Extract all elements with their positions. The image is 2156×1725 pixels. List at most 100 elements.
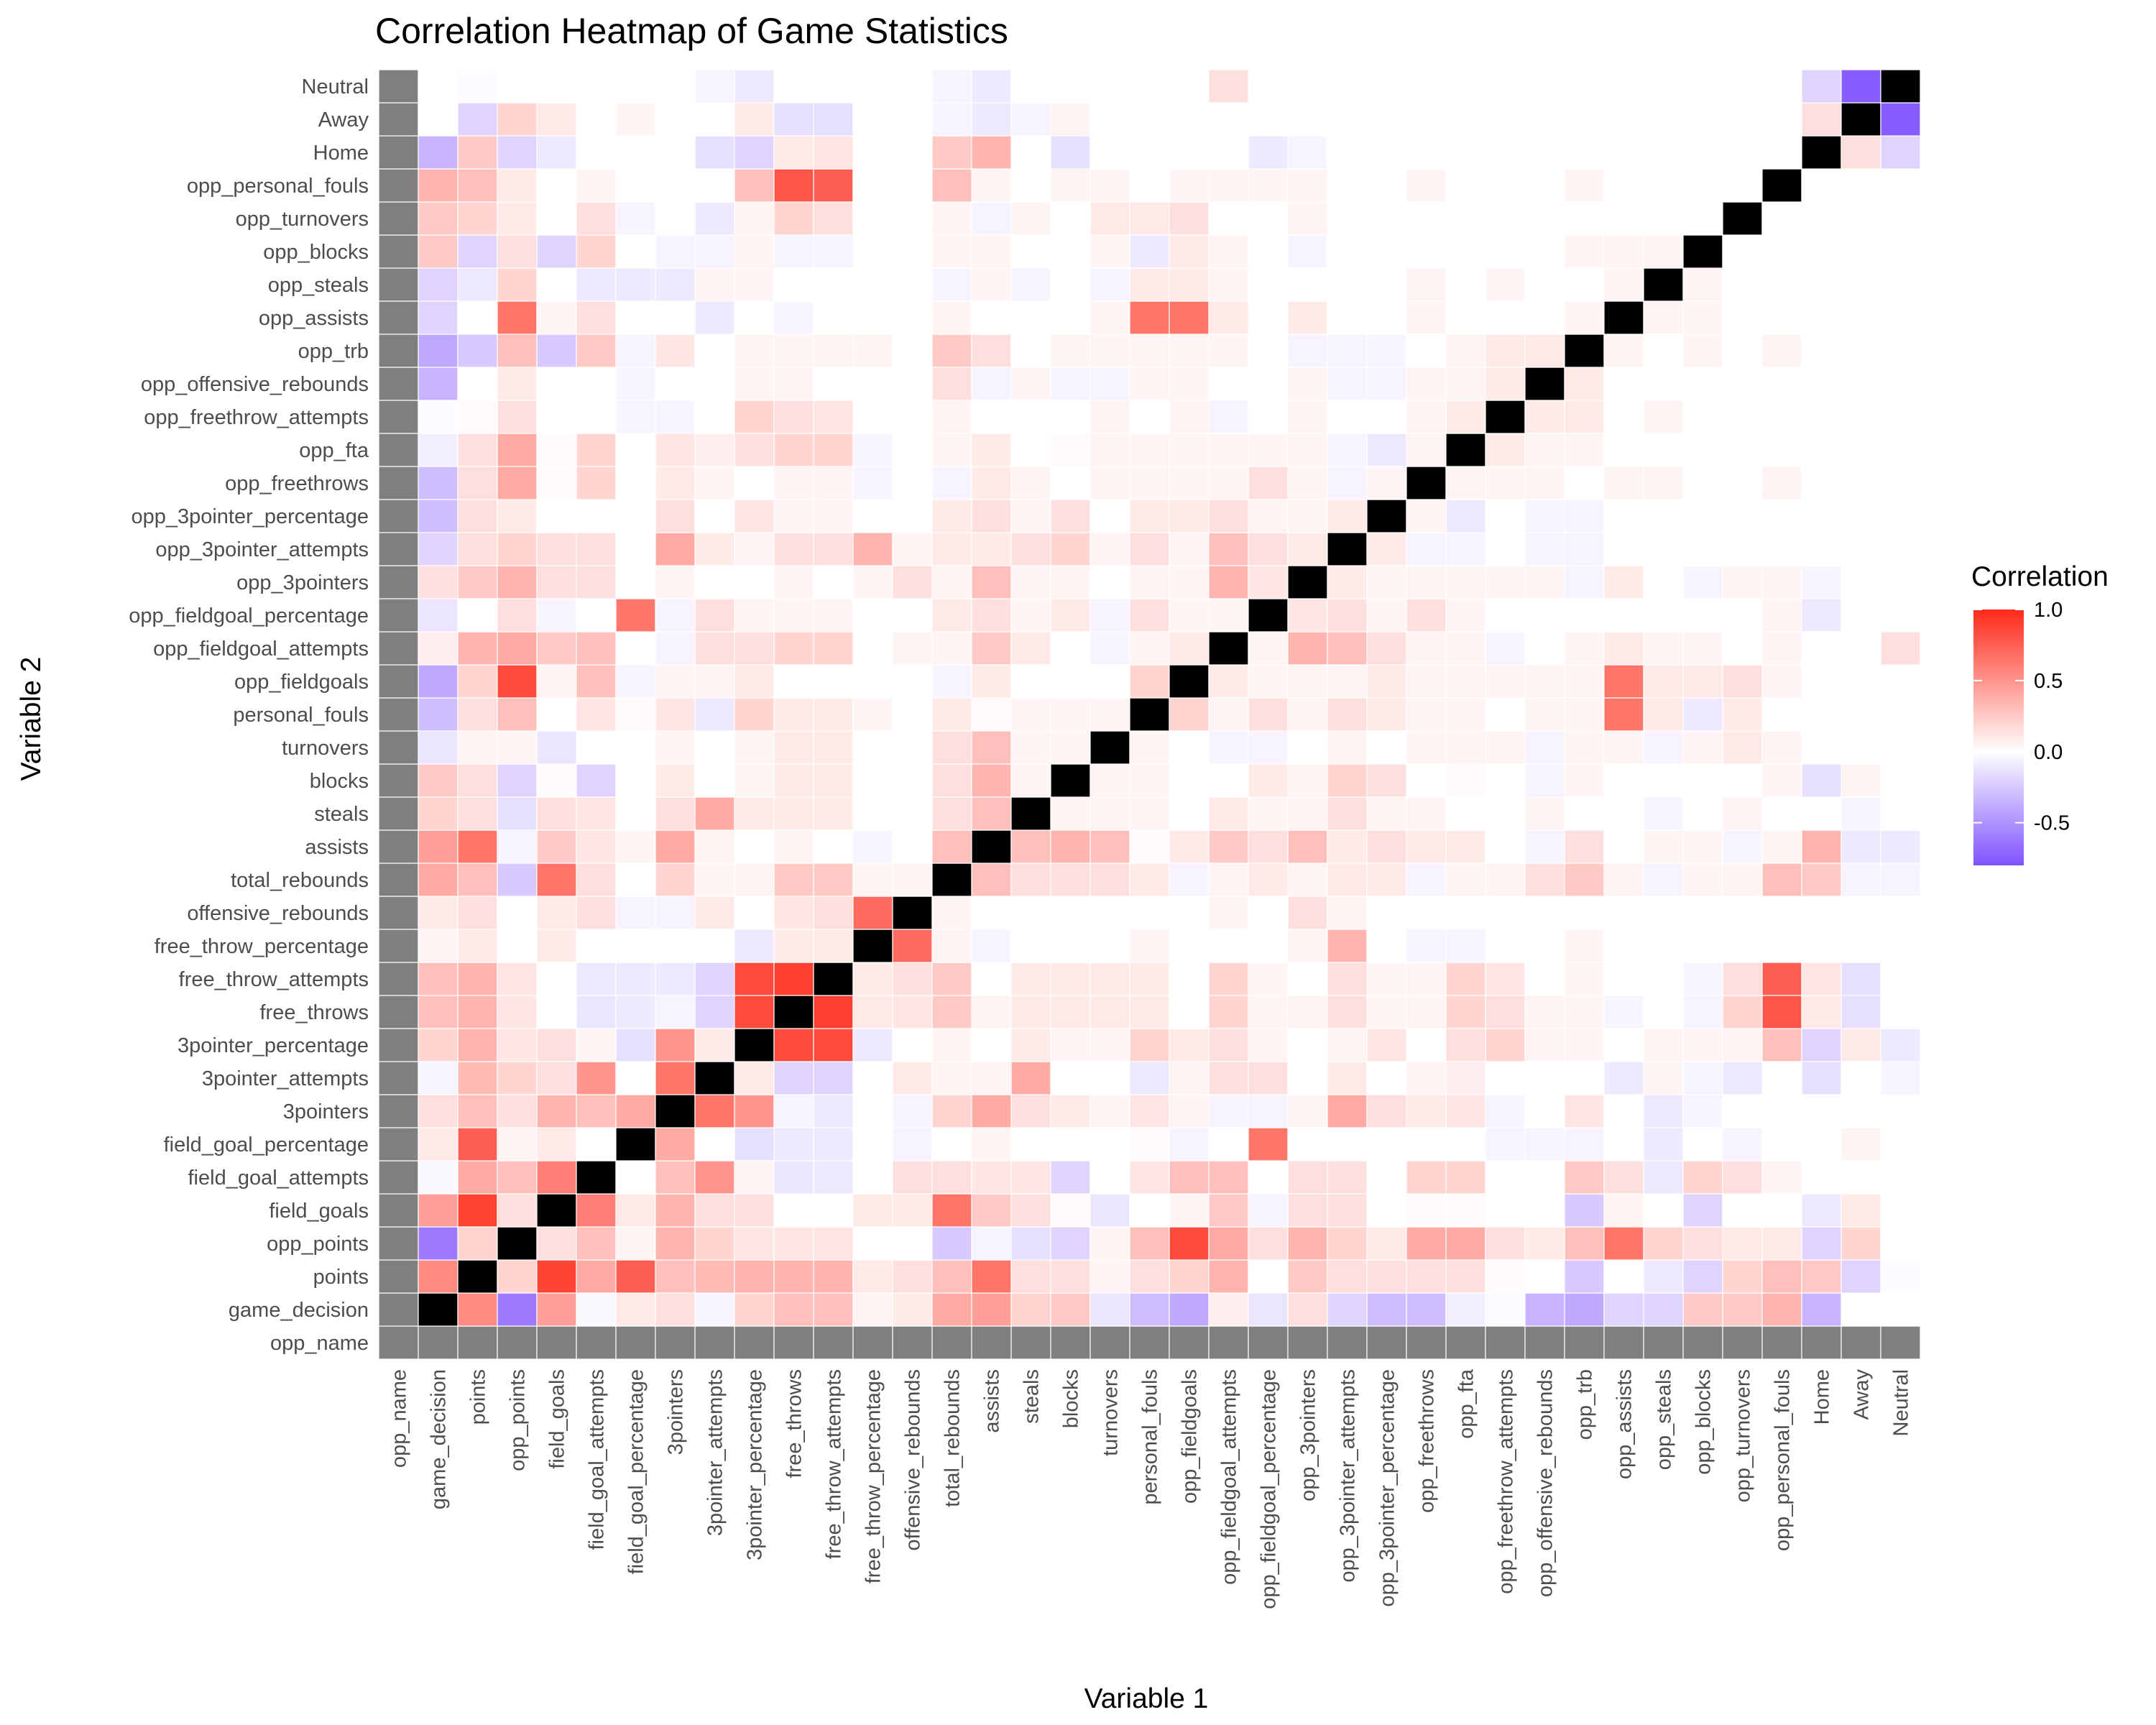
legend: Correlation 1.00.50.0-0.5	[1971, 561, 2109, 865]
heatmap-cell	[457, 466, 498, 500]
heatmap-cell	[931, 565, 972, 599]
heatmap-cell	[971, 1292, 1012, 1327]
heatmap-cell	[1010, 796, 1051, 831]
heatmap-cell	[1643, 168, 1684, 203]
heatmap-cell	[615, 697, 656, 732]
heatmap-cell	[1406, 1094, 1447, 1128]
heatmap-cell	[1761, 962, 1802, 996]
heatmap-cell	[497, 102, 538, 137]
heatmap-cell	[1761, 1259, 1802, 1294]
heatmap-cell	[1682, 962, 1723, 996]
heatmap-cell	[1287, 1259, 1328, 1294]
heatmap-cell	[1445, 631, 1486, 666]
heatmap-cell	[1722, 400, 1763, 434]
heatmap-cell	[1010, 102, 1051, 137]
heatmap-cell	[1643, 1259, 1684, 1294]
heatmap-cell	[971, 763, 1012, 798]
heatmap-cell	[1564, 829, 1605, 864]
heatmap-cell	[892, 929, 933, 963]
heatmap-cell	[1880, 334, 1921, 368]
heatmap-cell	[1445, 267, 1486, 302]
heatmap-cell	[1564, 466, 1605, 500]
heatmap-cell	[971, 1193, 1012, 1228]
heatmap-cell	[536, 829, 577, 864]
heatmap-cell	[1643, 102, 1684, 137]
heatmap-cell	[1366, 565, 1407, 599]
heatmap-cell	[1603, 995, 1644, 1029]
heatmap-cell	[1327, 995, 1368, 1029]
heatmap-cell	[615, 664, 656, 699]
heatmap-cell	[694, 135, 735, 170]
heatmap-cell	[576, 532, 617, 566]
heatmap-cell	[1050, 896, 1091, 930]
heatmap-cell	[1366, 1028, 1407, 1062]
heatmap-cell	[852, 862, 893, 897]
y-tick-label: turnovers	[282, 737, 369, 760]
heatmap-cell	[418, 168, 459, 203]
heatmap-cell	[1722, 1028, 1763, 1062]
heatmap-cell	[694, 1160, 735, 1195]
heatmap-cell	[1406, 763, 1447, 798]
heatmap-cell	[418, 1325, 459, 1360]
heatmap-cell	[1761, 1160, 1802, 1195]
heatmap-cell	[1208, 69, 1249, 104]
heatmap-cell	[1445, 796, 1486, 831]
heatmap-cell	[1366, 697, 1407, 732]
heatmap-cell	[576, 367, 617, 401]
heatmap-cell	[1169, 995, 1210, 1029]
heatmap-cell	[418, 400, 459, 434]
heatmap-cell	[536, 1325, 577, 1360]
heatmap-cell	[1761, 664, 1802, 699]
heatmap-cell	[1722, 730, 1763, 765]
heatmap-cell	[497, 499, 538, 533]
heatmap-cell	[536, 267, 577, 302]
heatmap-cell	[1089, 763, 1130, 798]
heatmap-cell	[378, 697, 419, 732]
heatmap-cell	[1722, 763, 1763, 798]
heatmap-cell	[1327, 334, 1368, 368]
heatmap-cell	[378, 367, 419, 401]
heatmap-cell	[813, 69, 854, 104]
heatmap-cell	[1643, 796, 1684, 831]
heatmap-cell	[1445, 433, 1486, 467]
heatmap-cell	[1287, 300, 1328, 335]
heatmap-cell	[971, 565, 1012, 599]
heatmap-cell	[1208, 201, 1249, 236]
heatmap-cell	[852, 763, 893, 798]
heatmap-cell	[1485, 1160, 1526, 1195]
y-tick-label: 3pointer_percentage	[178, 1034, 369, 1057]
heatmap-cell	[1248, 730, 1289, 765]
heatmap-cell	[1524, 1028, 1565, 1062]
heatmap-cell	[457, 532, 498, 566]
heatmap-cell	[1761, 300, 1802, 335]
heatmap-cell	[1089, 466, 1130, 500]
heatmap-cell	[1801, 102, 1842, 137]
legend-tick-label: 0.5	[2034, 670, 2063, 693]
heatmap-cell	[1406, 829, 1447, 864]
heatmap-cell	[1366, 433, 1407, 467]
heatmap-cell	[1287, 499, 1328, 533]
x-tick-label: field_goal_percentage	[625, 1369, 648, 1574]
heatmap-cell	[1722, 433, 1763, 467]
heatmap-cell	[931, 995, 972, 1029]
heatmap-cell	[892, 1094, 933, 1128]
heatmap-cell	[457, 664, 498, 699]
heatmap-cell	[971, 1127, 1012, 1162]
heatmap-cell	[1761, 697, 1802, 732]
heatmap-cell	[378, 499, 419, 533]
heatmap-cell	[1722, 1094, 1763, 1128]
heatmap-cell	[734, 565, 775, 599]
heatmap-cell	[1682, 697, 1723, 732]
heatmap-cell	[1366, 1259, 1407, 1294]
heatmap-cell	[1643, 1127, 1684, 1162]
heatmap-cell	[1603, 929, 1644, 963]
heatmap-cell	[1445, 995, 1486, 1029]
heatmap-cell	[1603, 1259, 1644, 1294]
heatmap-cell	[1722, 697, 1763, 732]
heatmap-cell	[378, 334, 419, 368]
heatmap-cell	[1643, 631, 1684, 666]
heatmap-cell	[457, 433, 498, 467]
heatmap-cell	[1406, 433, 1447, 467]
heatmap-cell	[1445, 367, 1486, 401]
heatmap-cell	[1089, 300, 1130, 335]
